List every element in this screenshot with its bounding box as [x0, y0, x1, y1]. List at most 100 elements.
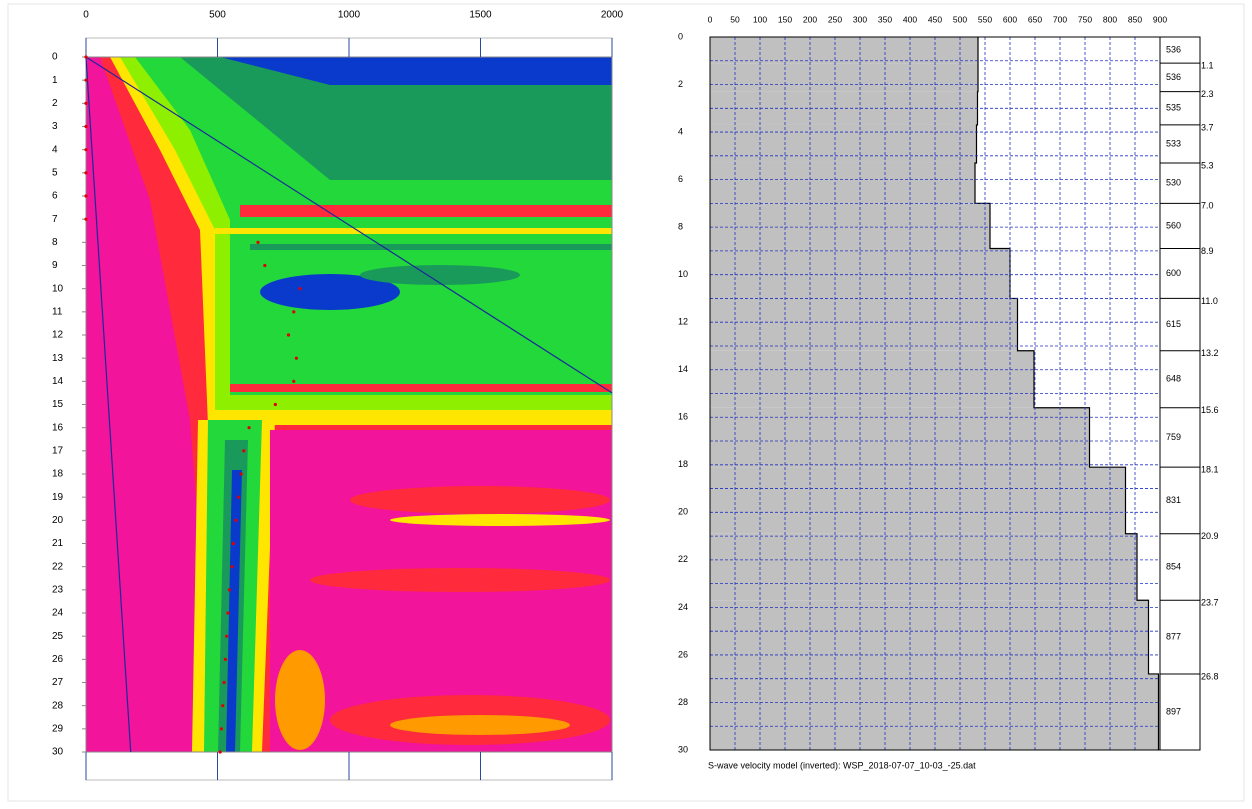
guide-line [85, 56, 132, 753]
y-tick-label: 19 [52, 492, 64, 503]
pick-point [84, 217, 88, 221]
x-tick-label: 250 [828, 14, 842, 24]
dispersion-image [86, 57, 612, 752]
pick-point [84, 148, 88, 152]
y-tick-label: 17 [52, 445, 64, 456]
caption: S-wave velocity model (inverted): WSP_20… [708, 760, 976, 770]
depth-label: 5.3 [1201, 160, 1214, 170]
y-tick-label: 12 [678, 317, 688, 327]
x-tick-label: 400 [903, 14, 917, 24]
y-tick-label: 22 [678, 554, 688, 564]
x-tick-label: 150 [778, 14, 792, 24]
depth-label: 7.0 [1201, 201, 1214, 211]
y-tick-label: 13 [52, 353, 64, 364]
pick-point [84, 78, 88, 82]
pick-point [231, 541, 235, 546]
depth-label: 2.3 [1201, 89, 1214, 99]
y-tick-label: 23 [52, 584, 64, 595]
x-tick-label: 500 [953, 14, 967, 24]
y-tick-label: 5 [52, 167, 58, 178]
y-tick-label: 20 [52, 515, 64, 526]
x-tick-label: 350 [878, 14, 892, 24]
depth-label: 18.1 [1201, 465, 1219, 475]
y-tick-label: 18 [52, 469, 64, 480]
depth-label: 13.2 [1201, 348, 1219, 358]
pick-point [292, 310, 296, 314]
y-tick-label: 8 [678, 222, 683, 232]
layer-fill [710, 37, 978, 64]
y-tick-label: 20 [678, 507, 688, 517]
x-tick-label: 850 [1128, 14, 1142, 24]
pick-point [230, 565, 234, 569]
y-tick-label: 1 [52, 75, 58, 86]
x-tick-label: 550 [978, 14, 992, 24]
y-tick-label: 14 [52, 376, 64, 387]
layer-fill [710, 600, 1149, 674]
pick-point [84, 55, 88, 59]
pick-point [239, 472, 243, 476]
depth-label: 23.7 [1201, 598, 1219, 608]
x-tick-label: 1500 [469, 10, 492, 21]
y-tick-label: 21 [52, 538, 64, 549]
layer-fill [710, 162, 975, 204]
y-tick-label: 30 [678, 744, 688, 754]
pick-point [84, 194, 88, 198]
pick-point [292, 379, 296, 383]
velocity-label: 615 [1166, 319, 1181, 329]
pick-point [227, 588, 231, 592]
pick-point [273, 402, 277, 407]
y-tick-label: 24 [52, 608, 64, 619]
velocity-label: 648 [1166, 374, 1181, 384]
pick-point [226, 611, 230, 615]
y-tick-label: 8 [52, 237, 58, 248]
y-tick-label: 6 [52, 191, 58, 202]
y-tick-label: 10 [52, 283, 64, 294]
depth-label: 1.1 [1201, 61, 1214, 71]
velocity-label: 759 [1166, 432, 1181, 442]
pick-point [219, 727, 224, 731]
pick-point [218, 750, 222, 754]
depth-label: 8.9 [1201, 246, 1214, 256]
y-tick-label: 0 [678, 31, 683, 41]
depth-label: 26.8 [1201, 671, 1219, 681]
x-tick-label: 800 [1103, 14, 1117, 24]
guide-line [85, 56, 613, 394]
velocity-label: 530 [1166, 178, 1181, 188]
y-tick-label: 2 [678, 79, 683, 89]
depth-label: 20.9 [1201, 531, 1219, 541]
plot-frame [709, 36, 1161, 751]
y-tick-label: 18 [678, 459, 688, 469]
x-tick-label: 650 [1028, 14, 1042, 24]
y-tick-label: 9 [52, 260, 58, 271]
velocity-label: 536 [1166, 44, 1181, 54]
layer-column [1159, 36, 1201, 751]
y-tick-label: 26 [52, 654, 64, 665]
pick-point [236, 495, 241, 499]
y-tick-label: 11 [52, 306, 63, 317]
y-tick-label: 28 [678, 697, 688, 707]
velocity-label: 897 [1166, 706, 1181, 716]
velocity-label: 831 [1166, 495, 1181, 505]
velocity-label: 854 [1166, 561, 1181, 571]
pick-point [247, 426, 251, 430]
layer-fill [710, 298, 1018, 351]
layer-fill [710, 63, 978, 92]
y-tick-label: 4 [678, 126, 683, 136]
y-tick-label: 27 [52, 677, 64, 688]
layer-fill [710, 533, 1137, 601]
y-tick-label: 22 [52, 561, 64, 572]
pick-point [286, 333, 291, 337]
layer-fill [710, 407, 1090, 468]
pick-point [225, 634, 229, 638]
x-tick-label: 900 [1153, 14, 1167, 24]
y-tick-label: 14 [678, 364, 688, 374]
velocity-label: 536 [1166, 72, 1181, 82]
depth-label: 11.0 [1201, 296, 1218, 306]
y-tick-label: 3 [52, 121, 58, 132]
y-tick-label: 2 [52, 98, 58, 109]
y-tick-label: 6 [678, 174, 683, 184]
velocity-label: 877 [1166, 631, 1181, 641]
pick-point [263, 263, 267, 268]
